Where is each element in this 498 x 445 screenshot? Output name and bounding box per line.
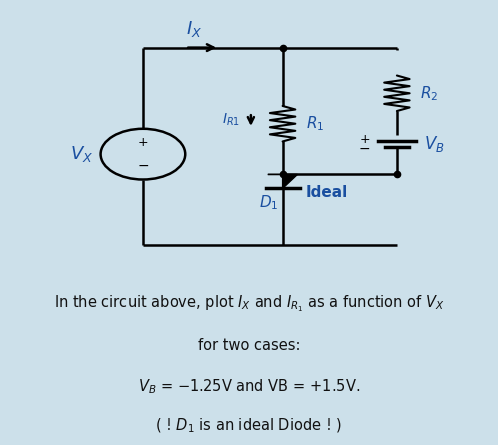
Text: Ideal: Ideal bbox=[306, 185, 348, 200]
Text: In the circuit above, plot $I_X$ and $I_{R_1}$ as a function of $V_X$: In the circuit above, plot $I_X$ and $I_… bbox=[54, 294, 444, 314]
Text: $R_1$: $R_1$ bbox=[306, 114, 324, 133]
Text: $D_1$: $D_1$ bbox=[259, 193, 278, 212]
Text: $R_2$: $R_2$ bbox=[420, 84, 438, 103]
Text: $\mathit{V}_B$: $\mathit{V}_B$ bbox=[424, 134, 444, 154]
Text: +: + bbox=[137, 136, 148, 149]
Text: $\mathit{I}_X$: $\mathit{I}_X$ bbox=[186, 19, 202, 39]
Text: −: − bbox=[137, 158, 149, 173]
Text: ( ! $D_1$ is an ideal Diode ! ): ( ! $D_1$ is an ideal Diode ! ) bbox=[155, 417, 343, 435]
Text: $V_B$ = −1.25V and VB = +1.5V.: $V_B$ = −1.25V and VB = +1.5V. bbox=[138, 377, 360, 396]
Text: $\mathit{I}_{R1}$: $\mathit{I}_{R1}$ bbox=[222, 112, 240, 128]
Polygon shape bbox=[268, 174, 297, 188]
Text: +: + bbox=[360, 133, 370, 146]
Text: −: − bbox=[359, 142, 370, 156]
Text: for two cases:: for two cases: bbox=[198, 338, 300, 353]
Text: $\mathit{V}_X$: $\mathit{V}_X$ bbox=[70, 144, 93, 164]
